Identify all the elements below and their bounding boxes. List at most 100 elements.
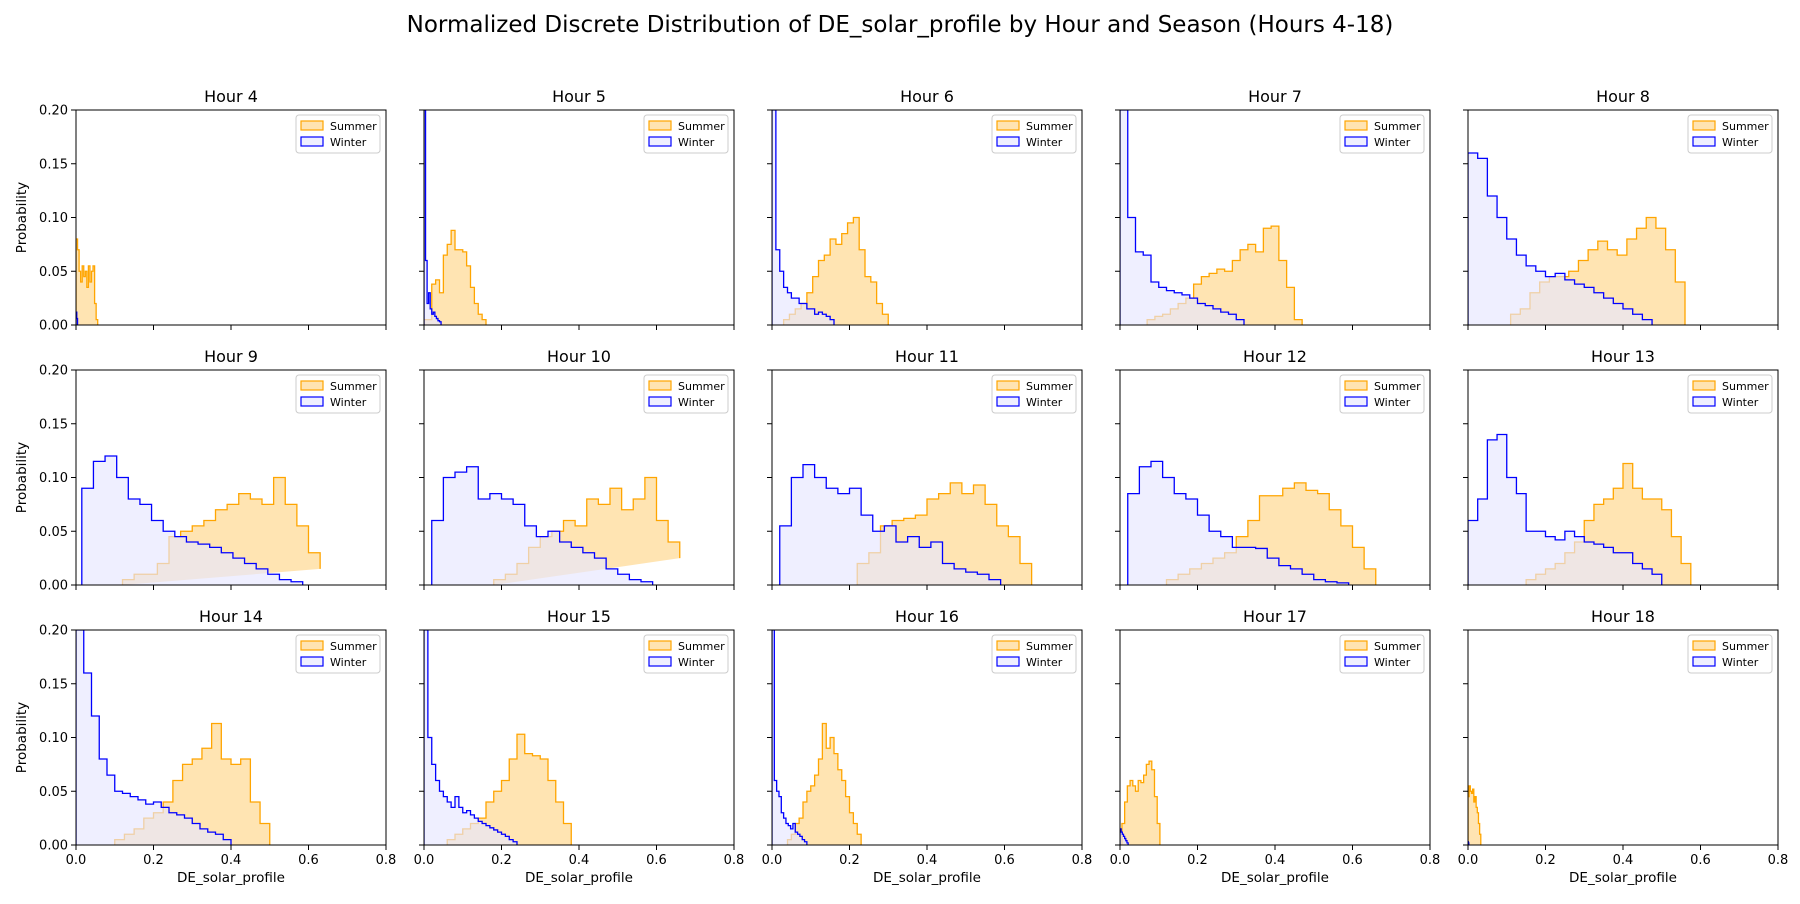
legend-label-summer: Summer [1026,380,1073,393]
x-tick-label: 0.2 [839,853,860,868]
series-winter-step-line [431,466,654,585]
legend-label-winter: Winter [1026,396,1063,409]
legend: Summer Winter [643,634,729,674]
legend: Summer Winter [991,374,1077,414]
subplot-title: Hour 11 [895,347,959,366]
legend-swatch-summer [648,640,672,651]
legend-label-winter: Winter [678,136,715,149]
subplot-title: Hour 13 [1591,347,1655,366]
series-winter-fill [779,464,1001,585]
y-tick-label: 0.05 [39,785,68,800]
series-summer-step-line [856,482,1033,585]
x-tick-label: 0.8 [724,853,745,868]
subplot-title: Hour 4 [204,87,258,106]
x-tick-label: 0.4 [569,853,590,868]
y-axis-label: Probability [14,442,30,513]
legend-label-winter: Winter [1722,136,1759,149]
x-axis-label: DE_solar_profile [1221,870,1329,886]
series-summer-fill [783,217,889,325]
legend: Summer Winter [295,634,381,674]
legend-swatch-winter [1344,656,1368,667]
series-winter-step-line [1120,110,1245,325]
legend-swatch-summer [1344,120,1368,131]
legend-swatch-winter [648,136,672,147]
x-tick-label: 0.0 [1110,853,1131,868]
legend-swatch-summer [1692,120,1716,131]
x-tick-label: 0.0 [66,853,87,868]
subplot-title: Hour 8 [1596,87,1650,106]
legend-label-winter: Winter [1374,396,1411,409]
subplot-title: Hour 6 [900,87,954,106]
legend-swatch-summer [648,120,672,131]
legend-swatch-winter [648,396,672,407]
x-tick-label: 0.0 [762,853,783,868]
x-tick-label: 0.8 [376,853,397,868]
series-winter-step-line [424,630,518,845]
series-summer-fill [787,723,862,845]
legend-swatch-winter [300,396,324,407]
legend-label-summer: Summer [678,380,725,393]
legend: Summer Winter [643,374,729,414]
x-tick-label: 0.2 [143,853,164,868]
subplot-17: 0.0 0.2 0.4 0.6 0.8 Hour 17 DE_solar_profile Su… [1110,607,1441,886]
legend-swatch-winter [996,396,1020,407]
legend: Summer Winter [991,634,1077,674]
subplot-4: 0.00 0.05 0.10 0.15 0.20 Hour 4 Probability Sum… [14,87,387,334]
y-tick-label: 0.15 [39,417,68,432]
legend-swatch-winter [300,136,324,147]
legend: Summer Winter [295,114,381,154]
legend-label-summer: Summer [678,640,725,653]
legend-label-winter: Winter [1722,656,1759,669]
y-tick-label: 0.05 [39,525,68,540]
subplot-10: Hour 10 Summer Winter [419,347,735,590]
y-tick-label: 0.20 [39,624,68,639]
y-axis-label: Probability [14,182,30,253]
x-tick-label: 0.6 [994,853,1015,868]
series-winter-step-line [772,110,835,325]
x-tick-label: 0.4 [917,853,938,868]
legend: Summer Winter [295,374,381,414]
legend-swatch-summer [1692,380,1716,391]
x-axis-label: DE_solar_profile [1569,870,1677,886]
x-tick-label: 0.6 [646,853,667,868]
y-tick-label: 0.05 [39,265,68,280]
series-summer-step-line [424,229,487,325]
legend-swatch-summer [1344,640,1368,651]
y-tick-label: 0.00 [39,839,68,854]
figure-title: Normalized Discrete Distribution of DE_s… [406,12,1394,38]
legend-label-winter: Winter [1374,136,1411,149]
y-tick-label: 0.15 [39,157,68,172]
legend-label-summer: Summer [678,120,725,133]
series-winter-step-line [779,463,1002,585]
y-tick-label: 0.10 [39,471,68,486]
legend-swatch-summer [996,120,1020,131]
series-winter-step-line [1127,460,1350,585]
x-tick-label: 0.0 [414,853,435,868]
y-tick-label: 0.10 [39,731,68,746]
legend-swatch-winter [300,656,324,667]
legend-swatch-winter [996,136,1020,147]
subplot-title: Hour 7 [1248,87,1302,106]
legend-label-summer: Summer [1026,640,1073,653]
series-winter-fill [1468,153,1653,325]
x-tick-label: 0.8 [1420,853,1441,868]
subplot-16: 0.0 0.2 0.4 0.6 0.8 Hour 16 DE_solar_profile Su… [762,607,1093,886]
x-tick-label: 0.6 [1342,853,1363,868]
x-axis-label: DE_solar_profile [177,870,285,886]
legend-label-winter: Winter [1026,656,1063,669]
legend-label-summer: Summer [330,380,377,393]
series-winter-fill [424,110,442,325]
legend-label-winter: Winter [1026,136,1063,149]
subplot-title: Hour 10 [547,347,611,366]
subplot-title: Hour 17 [1243,607,1307,626]
subplot-9: 0.00 0.05 0.10 0.15 0.20 Hour 9 Probability Sum… [14,347,387,594]
subplot-11: Hour 11 Summer Winter [767,347,1083,590]
legend-label-summer: Summer [1374,640,1421,653]
y-tick-label: 0.20 [39,104,68,119]
legend-label-winter: Winter [330,396,367,409]
y-tick-label: 0.15 [39,677,68,692]
legend-swatch-winter [1344,136,1368,147]
subplot-title: Hour 9 [204,347,258,366]
x-tick-label: 0.4 [1613,853,1634,868]
